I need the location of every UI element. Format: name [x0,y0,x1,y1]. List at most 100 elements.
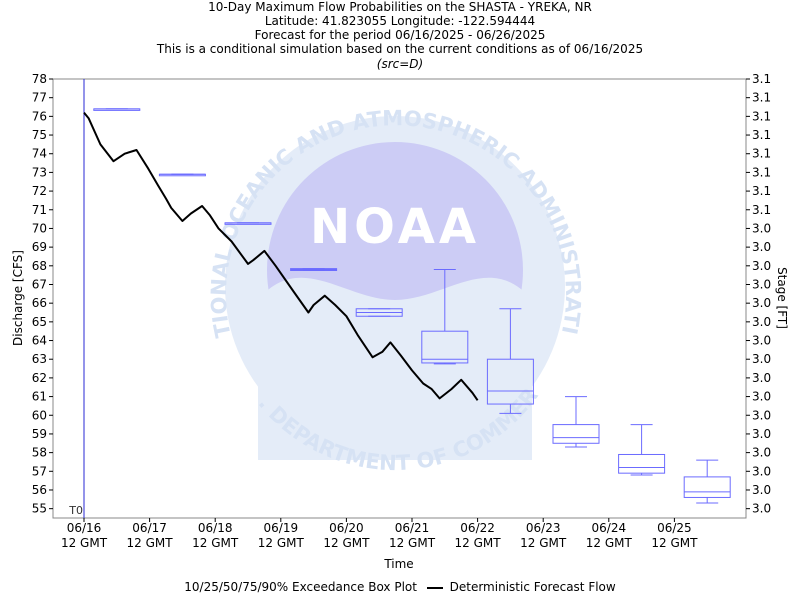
t0-marker: T0 [68,79,85,518]
y-tick-label: 60 [32,408,47,422]
x-tick-sublabel: 12 GMT [127,536,174,550]
y-tick-label: 73 [32,165,47,179]
x-tick-sublabel: 12 GMT [61,536,108,550]
x-tick-label: 06/23 [526,521,561,535]
y2-tick-label: 3.1 [752,165,771,179]
y-tick-label: 56 [32,483,47,497]
x-tick-sublabel: 12 GMT [520,536,567,550]
chart-legend: 10/25/50/75/90% Exceedance Box Plot Dete… [0,580,800,594]
y2-tick-label: 3.0 [752,427,771,441]
x-tick-label: 06/21 [395,521,430,535]
boxplot-box [421,330,469,364]
y2-tick-label: 3.0 [752,277,771,291]
x-tick-label: 06/20 [329,521,364,535]
chart-location: Latitude: 41.823055 Longitude: -122.5944… [264,14,536,28]
y2-tick-label: 3.1 [752,184,771,198]
x-tick-sublabel: 12 GMT [455,536,502,550]
plot-frame [52,78,747,519]
boxplot [355,308,403,317]
y2-tick-label: 3.0 [752,315,771,329]
y2-tick-label: 3.0 [752,352,771,366]
y2-tick-label: 3.0 [752,221,771,235]
boxplot [552,396,600,448]
y2-tick-label: 3.0 [752,446,771,460]
y-tick-label: 59 [32,427,47,441]
x-tick-label: 06/19 [264,521,299,535]
x-tick-label: 06/22 [460,521,495,535]
y2-tick-label: 3.0 [752,371,771,385]
y-tick-label: 78 [32,72,47,86]
y-tick-label: 77 [32,91,47,105]
boxplot [224,222,272,225]
x-tick-sublabel: 12 GMT [192,536,239,550]
x-tick-sublabel: 12 GMT [323,536,370,550]
x-tick-sublabel: 12 GMT [258,536,305,550]
chart-source: (src=D) [376,57,424,71]
y-tick-label: 67 [32,277,47,291]
chart-period: Forecast for the period 06/16/2025 - 06/… [254,28,546,42]
y2-tick-label: 3.0 [752,259,771,273]
y-tick-label: 62 [32,371,47,385]
y2-tick-label: 3.0 [752,408,771,422]
y-tick-label: 57 [32,464,47,478]
y2-tick-label: 3.0 [752,483,771,497]
y-tick-label: 55 [32,502,47,516]
y2-tick-label: 3.0 [752,240,771,254]
y-tick-label: 75 [32,128,47,142]
boxplot-box [683,476,731,498]
y-axis-left: 55 56 57 58 59 60 61 62 63 64 65 66 67 68 69 70 71 72 73 74… [32,72,53,516]
y-axis-label: Discharge [CFS] [11,250,25,346]
y-tick-label: 68 [32,259,47,273]
boxplot [158,173,206,177]
legend-line-swatch [426,586,443,589]
y-tick-label: 58 [32,446,47,460]
boxplot [290,268,338,271]
chart-note: This is a conditional simulation based o… [156,42,644,56]
boxplot [683,459,731,504]
y2-tick-label: 3.1 [752,203,771,217]
y-tick-label: 72 [32,184,47,198]
y2-axis-label: Stage [FT] [775,267,789,329]
boxplot-box [618,453,666,474]
y2-tick-label: 3.1 [752,109,771,123]
y-tick-label: 65 [32,315,47,329]
boxplot-series [93,108,731,504]
y2-tick-label: 3.1 [752,72,771,86]
chart-title: 10-Day Maximum Flow Probabilities on the… [208,0,592,14]
y2-tick-label: 3.0 [752,502,771,516]
x-tick-label: 06/25 [657,521,692,535]
y-tick-label: 71 [32,203,47,217]
deterministic-series [83,111,479,401]
t0-label: T0 [68,504,83,517]
watermark-wave [258,277,532,460]
boxplot [421,269,469,365]
y-tick-label: 74 [32,147,47,161]
boxplot-box [552,424,600,444]
legend-line-label: Deterministic Forecast Flow [449,580,616,594]
y-tick-label: 70 [32,221,47,235]
y-tick-label: 76 [32,109,47,123]
y-tick-label: 66 [32,296,47,310]
boxplot [93,108,141,111]
boxplot [486,308,534,414]
y-tick-label: 64 [32,334,47,348]
y-tick-label: 63 [32,352,47,366]
y2-tick-label: 3.1 [752,147,771,161]
boxplot [618,424,666,476]
y2-tick-label: 3.0 [752,464,771,478]
y-tick-label: 61 [32,390,47,404]
x-tick-sublabel: 12 GMT [586,536,633,550]
y-tick-label: 69 [32,240,47,254]
boxplot-box [486,358,534,405]
y-axis-right: 3.0 3.0 3.0 3.0 3.0 3.0 3.0 3.0 3.0 3.0 3.0 3.0 3.0 3… [746,72,771,516]
y2-tick-label: 3.0 [752,390,771,404]
legend-boxplot-label: 10/25/50/75/90% Exceedance Box Plot [184,580,417,594]
y2-tick-label: 3.1 [752,91,771,105]
x-tick-label: 06/24 [592,521,627,535]
x-axis-label: Time [383,557,413,571]
x-tick-label: 06/17 [132,521,167,535]
deterministic-line [83,111,479,401]
y2-tick-label: 3.0 [752,296,771,310]
watermark-logo-text: NOAA [310,199,480,255]
